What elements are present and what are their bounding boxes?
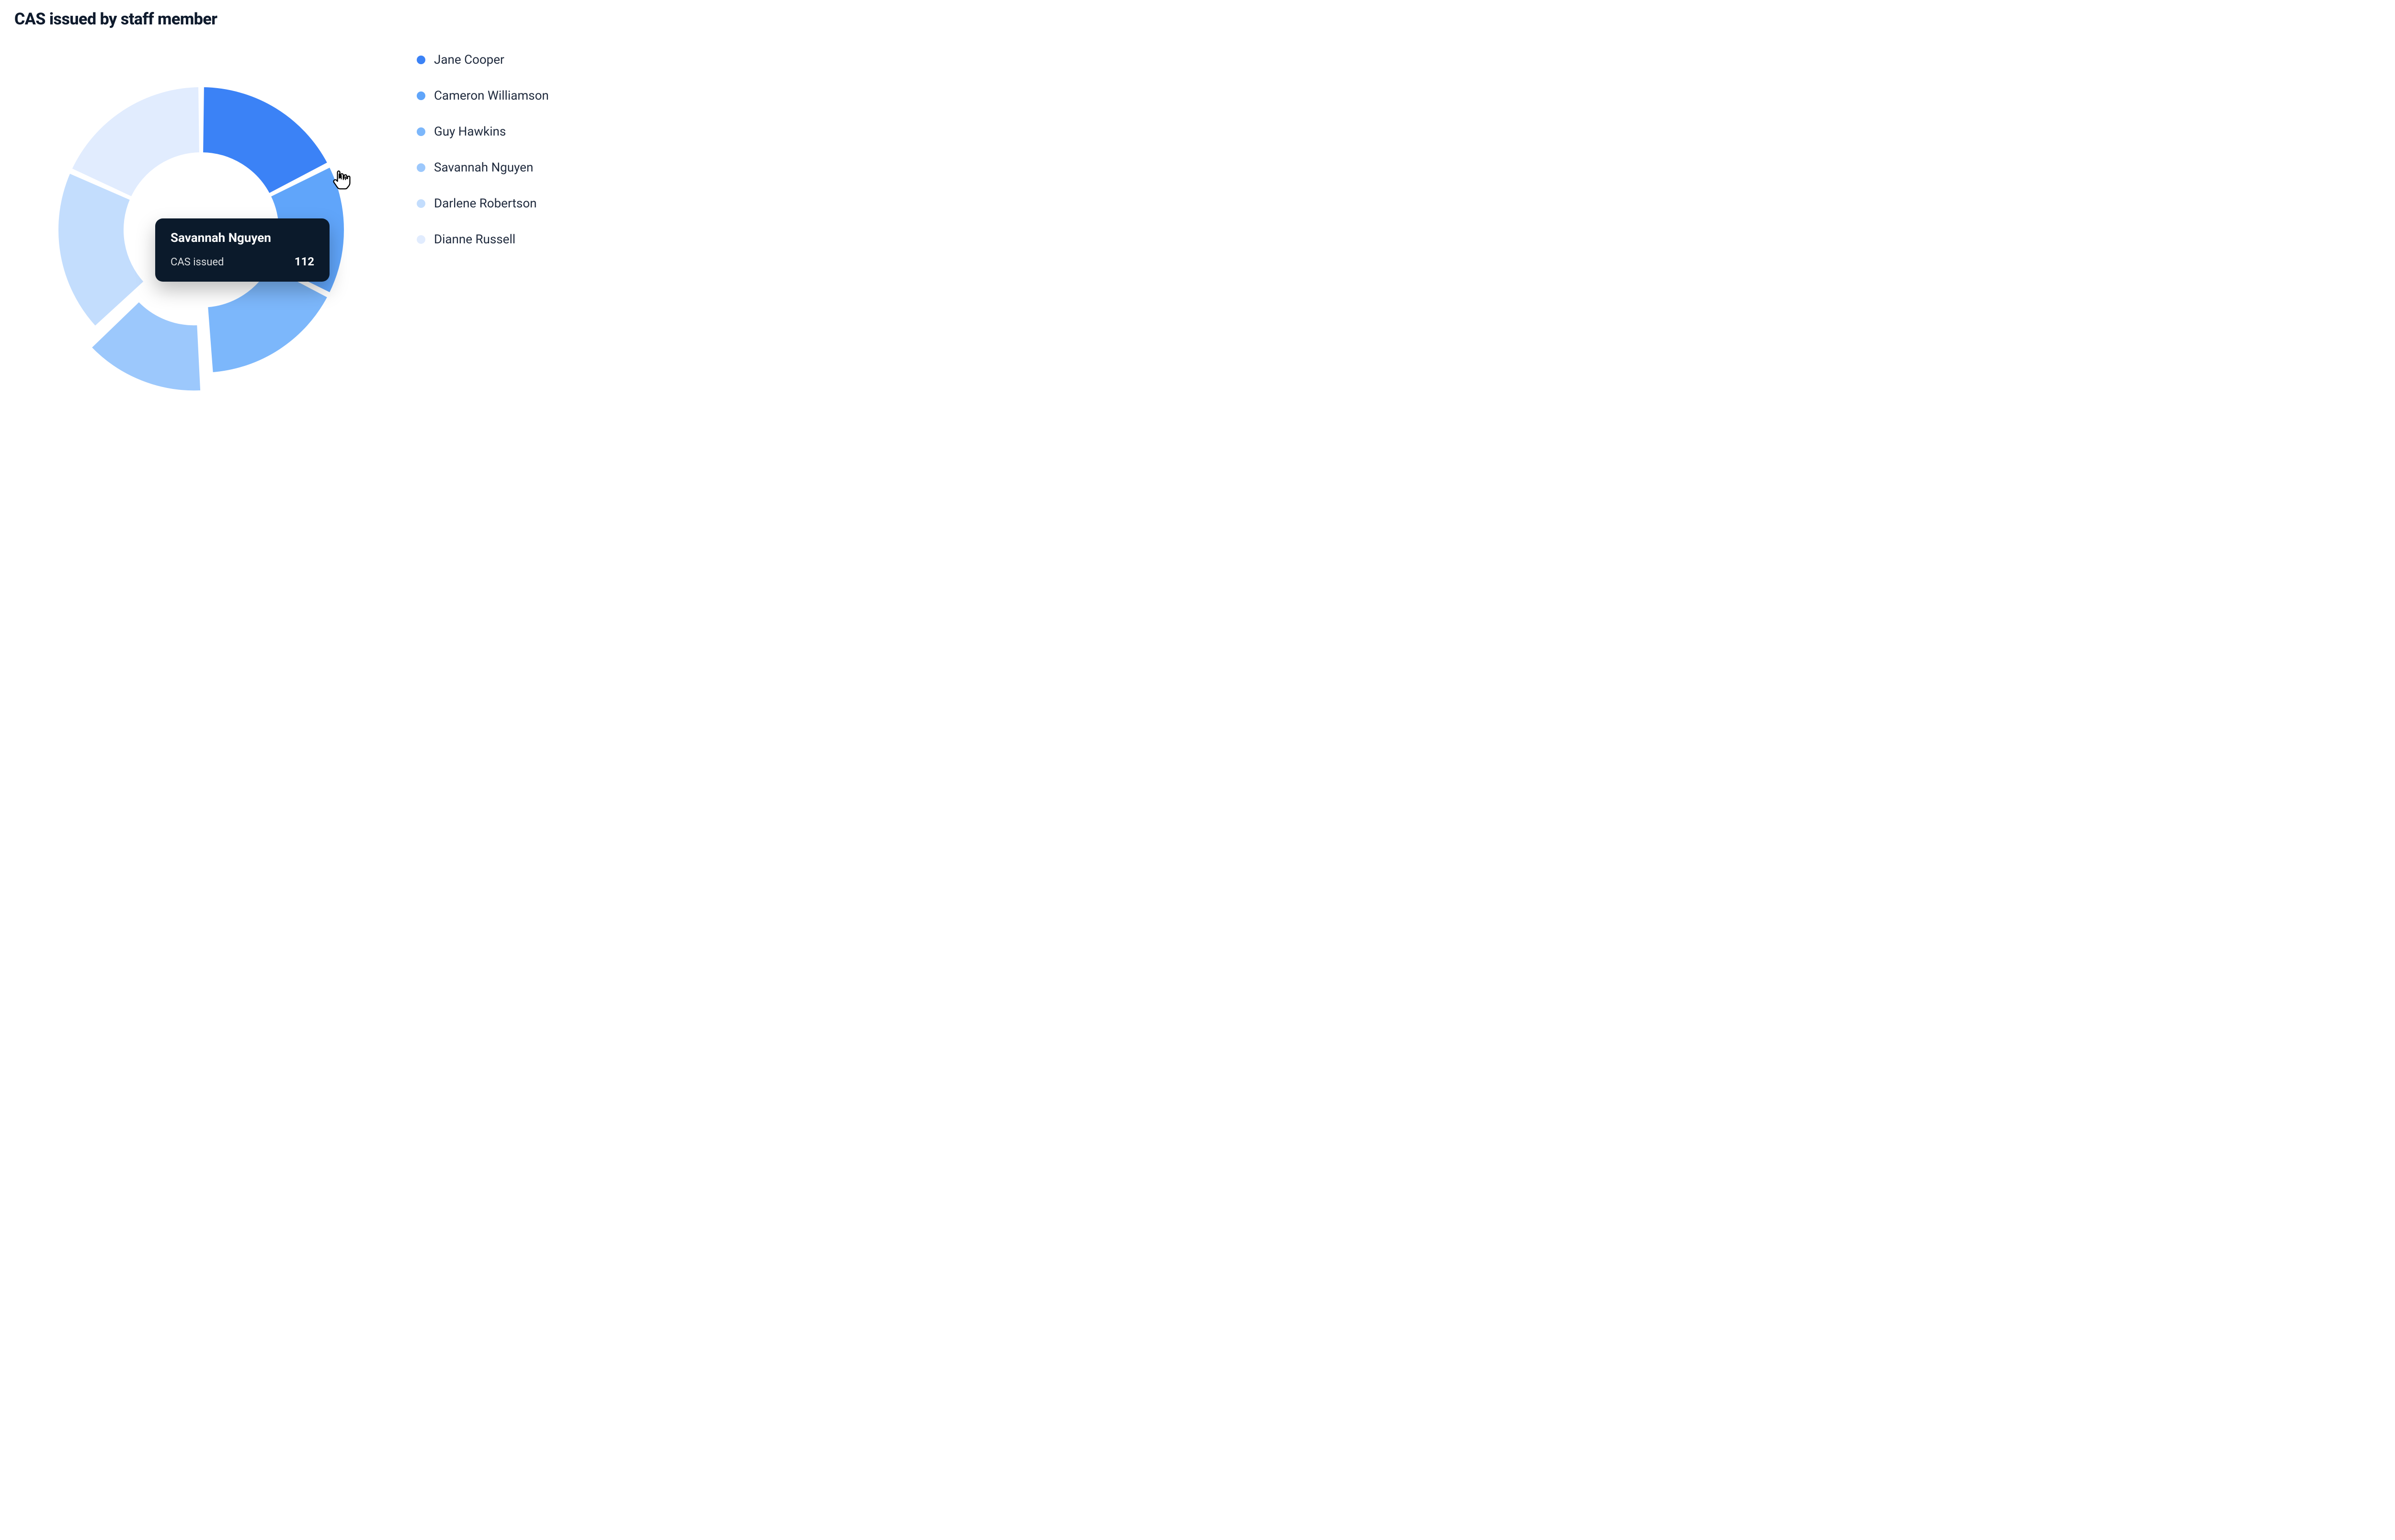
legend-item[interactable]: Cameron Williamson — [417, 89, 549, 103]
legend-swatch — [417, 56, 425, 64]
tooltip-metric-value: 112 — [295, 255, 314, 268]
legend-item[interactable]: Jane Cooper — [417, 53, 549, 67]
legend-item[interactable]: Guy Hawkins — [417, 125, 549, 139]
legend-swatch — [417, 235, 425, 244]
legend-label: Dianne Russell — [434, 232, 515, 247]
legend-swatch — [417, 127, 425, 136]
legend-item[interactable]: Dianne Russell — [417, 232, 549, 247]
legend-item[interactable]: Savannah Nguyen — [417, 160, 549, 175]
legend-swatch — [417, 199, 425, 208]
chart-card: CAS issued by staff member Jane Cooper Ca… — [0, 0, 661, 412]
legend-label: Jane Cooper — [434, 53, 504, 67]
legend-swatch — [417, 91, 425, 100]
legend-item[interactable]: Darlene Robertson — [417, 196, 549, 211]
chart-title: CAS issued by staff member — [14, 10, 647, 29]
legend-label: Guy Hawkins — [434, 125, 506, 139]
legend-label: Cameron Williamson — [434, 89, 549, 103]
legend-label: Savannah Nguyen — [434, 160, 533, 175]
tooltip-row: CAS issued 112 — [171, 255, 314, 268]
legend-label: Darlene Robertson — [434, 196, 537, 211]
tooltip-metric-label: CAS issued — [171, 256, 224, 268]
tooltip-title: Savannah Nguyen — [171, 231, 314, 245]
legend-swatch — [417, 163, 425, 172]
chart-legend: Jane Cooper Cameron Williamson Guy Hawkins… — [417, 53, 549, 247]
chart-tooltip: Savannah Nguyen CAS issued 112 — [155, 218, 330, 282]
